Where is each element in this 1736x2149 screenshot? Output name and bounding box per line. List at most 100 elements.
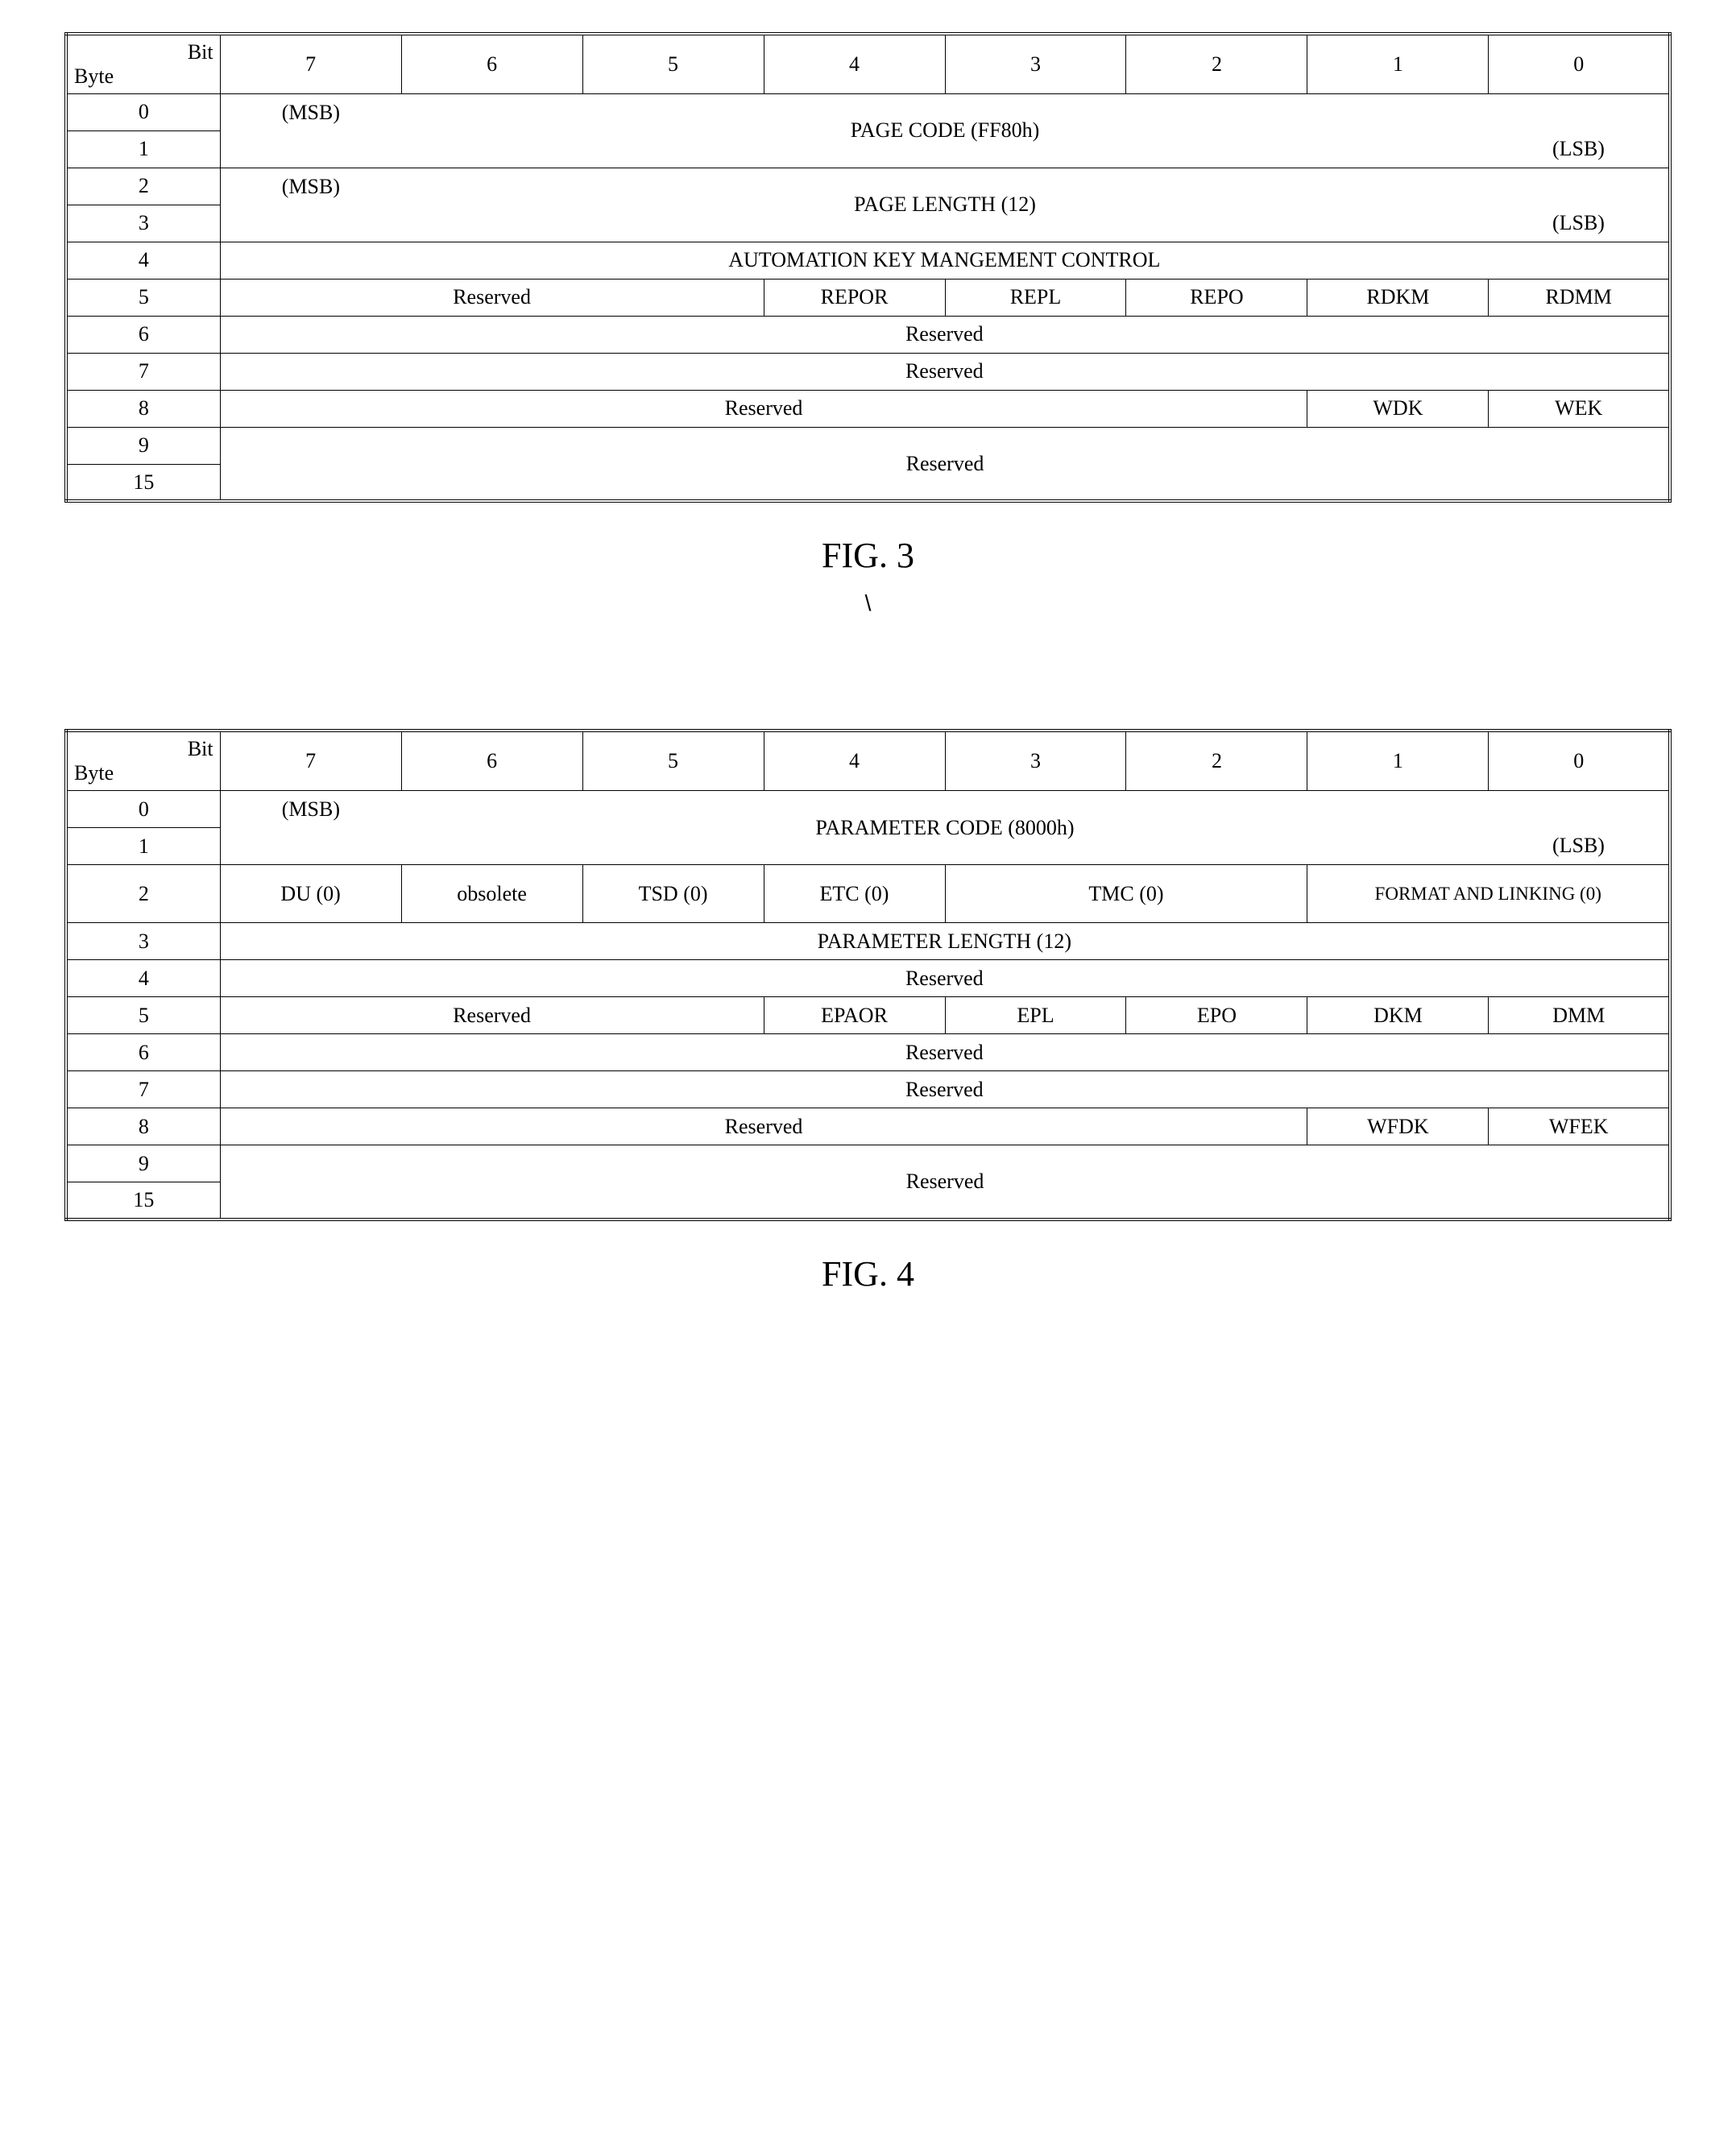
byte-label: 5 xyxy=(66,279,220,316)
reserved-cell: Reserved xyxy=(220,279,764,316)
repo-cell: REPO xyxy=(1126,279,1307,316)
dmm-cell: DMM xyxy=(1489,997,1670,1034)
table-row: 9 Reserved xyxy=(66,427,1670,464)
table-row: 7 Reserved xyxy=(66,353,1670,390)
reserved-cell: Reserved xyxy=(220,1108,1307,1145)
corner-bot: Byte xyxy=(74,761,213,785)
repl-cell: REPL xyxy=(945,279,1126,316)
byte-label: 9 xyxy=(66,427,220,464)
wek-cell: WEK xyxy=(1489,390,1670,427)
byte-label: 3 xyxy=(66,205,220,242)
format-linking-cell: FORMAT AND LINKING (0) xyxy=(1307,865,1670,923)
reserved-cell: Reserved xyxy=(220,390,1307,427)
param-code-cell: PARAMETER CODE (8000h) xyxy=(401,791,1489,865)
table-row: 7 Reserved xyxy=(66,1071,1670,1108)
table-row: 4 Reserved xyxy=(66,960,1670,997)
table-row: 2 DU (0) obsolete TSD (0) ETC (0) TMC (0… xyxy=(66,865,1670,923)
epo-cell: EPO xyxy=(1126,997,1307,1034)
corner-header: Bit Byte xyxy=(66,731,220,790)
dkm-cell: DKM xyxy=(1307,997,1489,1034)
figure-3-block: Bit Byte 7 6 5 4 3 2 1 0 0 (MSB) PAGE CO… xyxy=(64,32,1672,616)
byte-label: 7 xyxy=(66,1071,220,1108)
byte-label: 6 xyxy=(66,316,220,353)
empty-cell xyxy=(220,130,401,168)
corner-bot: Byte xyxy=(74,64,213,89)
empty-cell xyxy=(1489,464,1670,501)
reserved-cell: Reserved xyxy=(220,1034,1670,1071)
table-row: 0 (MSB) PARAMETER CODE (8000h) xyxy=(66,791,1670,828)
figure-3-table: Bit Byte 7 6 5 4 3 2 1 0 0 (MSB) PAGE CO… xyxy=(64,32,1672,503)
table-row: 4 AUTOMATION KEY MANGEMENT CONTROL xyxy=(66,242,1670,279)
figure-4-table: Bit Byte 7 6 5 4 3 2 1 0 0 (MSB) PARAMET… xyxy=(64,729,1672,1220)
byte-label: 3 xyxy=(66,923,220,960)
empty-cell xyxy=(1489,1182,1670,1219)
bit-header-1: 1 xyxy=(1307,34,1489,93)
table-row: 0 (MSB) PAGE CODE (FF80h) xyxy=(66,93,1670,130)
byte-label: 2 xyxy=(66,865,220,923)
msb-marker: (MSB) xyxy=(220,168,401,205)
table-row: 6 Reserved xyxy=(66,316,1670,353)
param-length-cell: PARAMETER LENGTH (12) xyxy=(220,923,1670,960)
byte-label: 0 xyxy=(66,93,220,130)
wfek-cell: WFEK xyxy=(1489,1108,1670,1145)
empty-cell xyxy=(220,427,401,464)
empty-cell xyxy=(220,464,401,501)
corner-header: Bit Byte xyxy=(66,34,220,93)
header-row: Bit Byte 7 6 5 4 3 2 1 0 xyxy=(66,731,1670,790)
bit-header-5: 5 xyxy=(582,731,764,790)
header-row: Bit Byte 7 6 5 4 3 2 1 0 xyxy=(66,34,1670,93)
figure-4-block: Bit Byte 7 6 5 4 3 2 1 0 0 (MSB) PARAMET… xyxy=(64,729,1672,1294)
rdkm-cell: RDKM xyxy=(1307,279,1489,316)
empty-cell xyxy=(1489,1145,1670,1182)
table-row: 8 Reserved WFDK WFEK xyxy=(66,1108,1670,1145)
lsb-marker: (LSB) xyxy=(1489,205,1670,242)
msb-marker: (MSB) xyxy=(220,791,401,828)
empty-cell xyxy=(1489,791,1670,828)
du-cell: DU (0) xyxy=(220,865,401,923)
reserved-cell: Reserved xyxy=(220,316,1670,353)
tmc-cell: TMC (0) xyxy=(945,865,1307,923)
obsolete-cell: obsolete xyxy=(401,865,582,923)
bit-header-3: 3 xyxy=(945,731,1126,790)
bit-header-2: 2 xyxy=(1126,731,1307,790)
table-row: 6 Reserved xyxy=(66,1034,1670,1071)
table-row: 3 PARAMETER LENGTH (12) xyxy=(66,923,1670,960)
reserved-cell: Reserved xyxy=(220,960,1670,997)
empty-cell xyxy=(220,1145,401,1182)
empty-cell xyxy=(1489,427,1670,464)
lsb-marker: (LSB) xyxy=(1489,130,1670,168)
figure-4-caption: FIG. 4 xyxy=(64,1253,1672,1294)
byte-label: 2 xyxy=(66,168,220,205)
epl-cell: EPL xyxy=(945,997,1126,1034)
bit-header-3: 3 xyxy=(945,34,1126,93)
reserved-cell: Reserved xyxy=(401,1145,1489,1219)
byte-label: 4 xyxy=(66,960,220,997)
byte-label: 8 xyxy=(66,1108,220,1145)
reserved-cell: Reserved xyxy=(220,1071,1670,1108)
bit-header-0: 0 xyxy=(1489,34,1670,93)
bit-header-1: 1 xyxy=(1307,731,1489,790)
empty-cell xyxy=(1489,93,1670,130)
empty-cell xyxy=(220,1182,401,1219)
page-length-cell: PAGE LENGTH (12) xyxy=(401,168,1489,242)
epaor-cell: EPAOR xyxy=(764,997,945,1034)
byte-label: 7 xyxy=(66,353,220,390)
corner-top: Bit xyxy=(74,40,213,64)
byte-label: 0 xyxy=(66,791,220,828)
wfdk-cell: WFDK xyxy=(1307,1108,1489,1145)
stray-tick-mark: \ xyxy=(64,590,1672,616)
bit-header-7: 7 xyxy=(220,731,401,790)
repor-cell: REPOR xyxy=(764,279,945,316)
bit-header-2: 2 xyxy=(1126,34,1307,93)
empty-cell xyxy=(220,828,401,865)
figure-3-caption: FIG. 3 xyxy=(64,535,1672,576)
empty-cell xyxy=(1489,168,1670,205)
byte-label: 15 xyxy=(66,464,220,501)
page-code-cell: PAGE CODE (FF80h) xyxy=(401,93,1489,168)
bit-header-4: 4 xyxy=(764,34,945,93)
bit-header-4: 4 xyxy=(764,731,945,790)
akm-control-cell: AUTOMATION KEY MANGEMENT CONTROL xyxy=(220,242,1670,279)
lsb-marker: (LSB) xyxy=(1489,828,1670,865)
table-row: 8 Reserved WDK WEK xyxy=(66,390,1670,427)
byte-label: 4 xyxy=(66,242,220,279)
